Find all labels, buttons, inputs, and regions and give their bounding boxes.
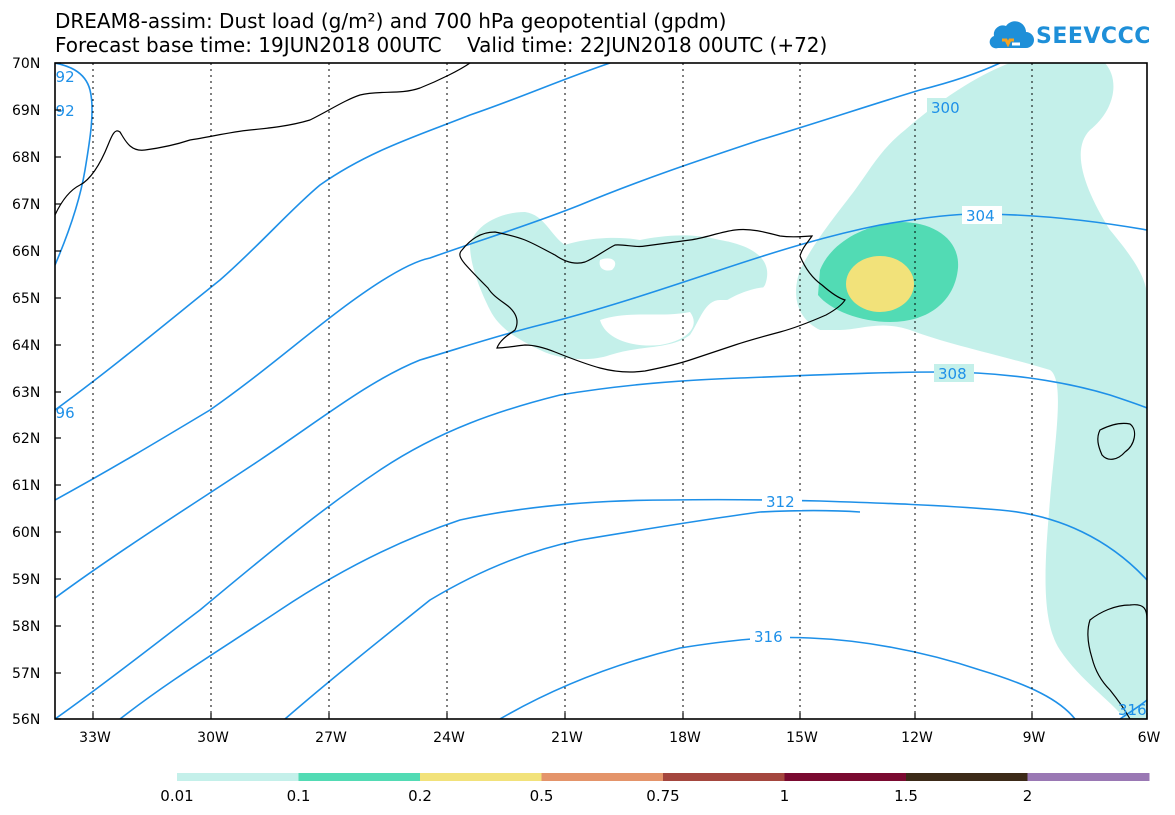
dust-hole-2 bbox=[720, 286, 791, 336]
colorbar-label: 2 bbox=[1023, 787, 1033, 805]
contour-label-316: 316 bbox=[754, 628, 783, 646]
colorbar-labels: 0.01 0.1 0.2 0.5 0.75 1 1.5 2 bbox=[160, 787, 1032, 805]
colorbar-segment bbox=[298, 773, 421, 781]
colorbar-segment bbox=[663, 773, 785, 781]
lat-label: 69N bbox=[12, 103, 40, 119]
dust-hole-1 bbox=[600, 312, 694, 346]
lat-label: 58N bbox=[12, 619, 40, 635]
logo-text: SEEVCCC bbox=[1036, 24, 1151, 49]
lon-label: 6W bbox=[1138, 730, 1161, 746]
geopotential-contours bbox=[55, 63, 1147, 719]
dust-area-02 bbox=[846, 256, 914, 312]
colorbar-segment bbox=[906, 773, 1028, 781]
contour-label-316b: 316 bbox=[1118, 701, 1147, 719]
contour-312 bbox=[119, 498, 1147, 719]
lon-labels: 33W 30W 27W 24W 21W 18W 15W 12W 9W 6W bbox=[79, 730, 1160, 746]
contour-labels: 300 304 308 312 316 296 292 292 316 bbox=[46, 68, 1147, 719]
colorbar-label: 0.1 bbox=[287, 787, 311, 805]
contour-label-296: 296 bbox=[46, 404, 75, 422]
lon-label: 21W bbox=[551, 730, 583, 746]
colorbar-label: 0.75 bbox=[646, 787, 679, 805]
coast-scotland bbox=[1087, 604, 1147, 719]
coast-greenland bbox=[55, 63, 471, 216]
lon-label: 27W bbox=[315, 730, 347, 746]
lat-label: 62N bbox=[12, 431, 40, 447]
chart-subtitle: Forecast base time: 19JUN2018 00UTC Vali… bbox=[55, 33, 828, 57]
map-frame bbox=[54, 62, 1148, 720]
lat-label: 56N bbox=[12, 712, 40, 728]
lat-label: 64N bbox=[12, 338, 40, 354]
colorbar-label: 0.5 bbox=[530, 787, 554, 805]
contour-308 bbox=[55, 371, 1147, 719]
contour-316 bbox=[284, 509, 861, 719]
lon-label: 24W bbox=[433, 730, 465, 746]
lat-label: 65N bbox=[12, 291, 40, 307]
chart-title: DREAM8-assim: Dust load (g/m²) and 700 h… bbox=[55, 9, 727, 33]
dust-hole-3 bbox=[599, 258, 616, 271]
coast-iceland bbox=[459, 228, 846, 373]
contour-label-308: 308 bbox=[938, 365, 967, 383]
lat-label: 63N bbox=[12, 385, 40, 401]
lat-label: 66N bbox=[12, 244, 40, 260]
contour-316c bbox=[1119, 699, 1147, 719]
lon-label: 18W bbox=[669, 730, 701, 746]
colorbar bbox=[177, 773, 1150, 781]
contour-292 bbox=[55, 63, 93, 266]
colorbar-segment bbox=[1027, 773, 1150, 781]
lon-ticks bbox=[92, 713, 1148, 719]
seevccc-logo: SEEVCCC bbox=[988, 14, 1151, 58]
map-plot-area: 300 304 308 312 316 296 292 292 316 bbox=[46, 63, 1147, 719]
coastlines bbox=[55, 63, 1147, 719]
contour-296 bbox=[55, 63, 611, 411]
contour-label-312: 312 bbox=[766, 493, 795, 511]
lat-label: 67N bbox=[12, 197, 40, 213]
lat-labels: 70N 69N 68N 67N 66N 65N 64N 63N 62N 61N … bbox=[12, 56, 40, 728]
coast-faroe bbox=[1097, 422, 1136, 460]
colorbar-segment bbox=[784, 773, 907, 781]
contour-label-292a: 292 bbox=[46, 68, 75, 86]
lat-label: 70N bbox=[12, 56, 40, 72]
lon-label: 30W bbox=[197, 730, 229, 746]
contour-label-300: 300 bbox=[931, 99, 960, 117]
lat-label: 68N bbox=[12, 150, 40, 166]
lon-label: 15W bbox=[786, 730, 818, 746]
graticule bbox=[92, 63, 1033, 719]
colorbar-label: 1.5 bbox=[894, 787, 918, 805]
contour-label-292b: 292 bbox=[46, 102, 75, 120]
lat-label: 59N bbox=[12, 572, 40, 588]
lat-label: 57N bbox=[12, 666, 40, 682]
lat-ticks bbox=[55, 62, 61, 720]
colorbar-segment bbox=[420, 773, 542, 781]
lon-label: 12W bbox=[901, 730, 933, 746]
lon-label: 33W bbox=[79, 730, 111, 746]
lon-label: 9W bbox=[1023, 730, 1046, 746]
colorbar-label: 1 bbox=[780, 787, 790, 805]
contour-300 bbox=[55, 63, 1001, 501]
contour-316b bbox=[499, 636, 1076, 719]
contour-label-304: 304 bbox=[966, 207, 995, 225]
lat-label: 60N bbox=[12, 525, 40, 541]
colorbar-label: 0.01 bbox=[160, 787, 193, 805]
lat-label: 61N bbox=[12, 478, 40, 494]
colorbar-label: 0.2 bbox=[408, 787, 432, 805]
colorbar-segment bbox=[541, 773, 664, 781]
colorbar-segment bbox=[177, 773, 299, 781]
cloud-icon bbox=[989, 21, 1034, 49]
